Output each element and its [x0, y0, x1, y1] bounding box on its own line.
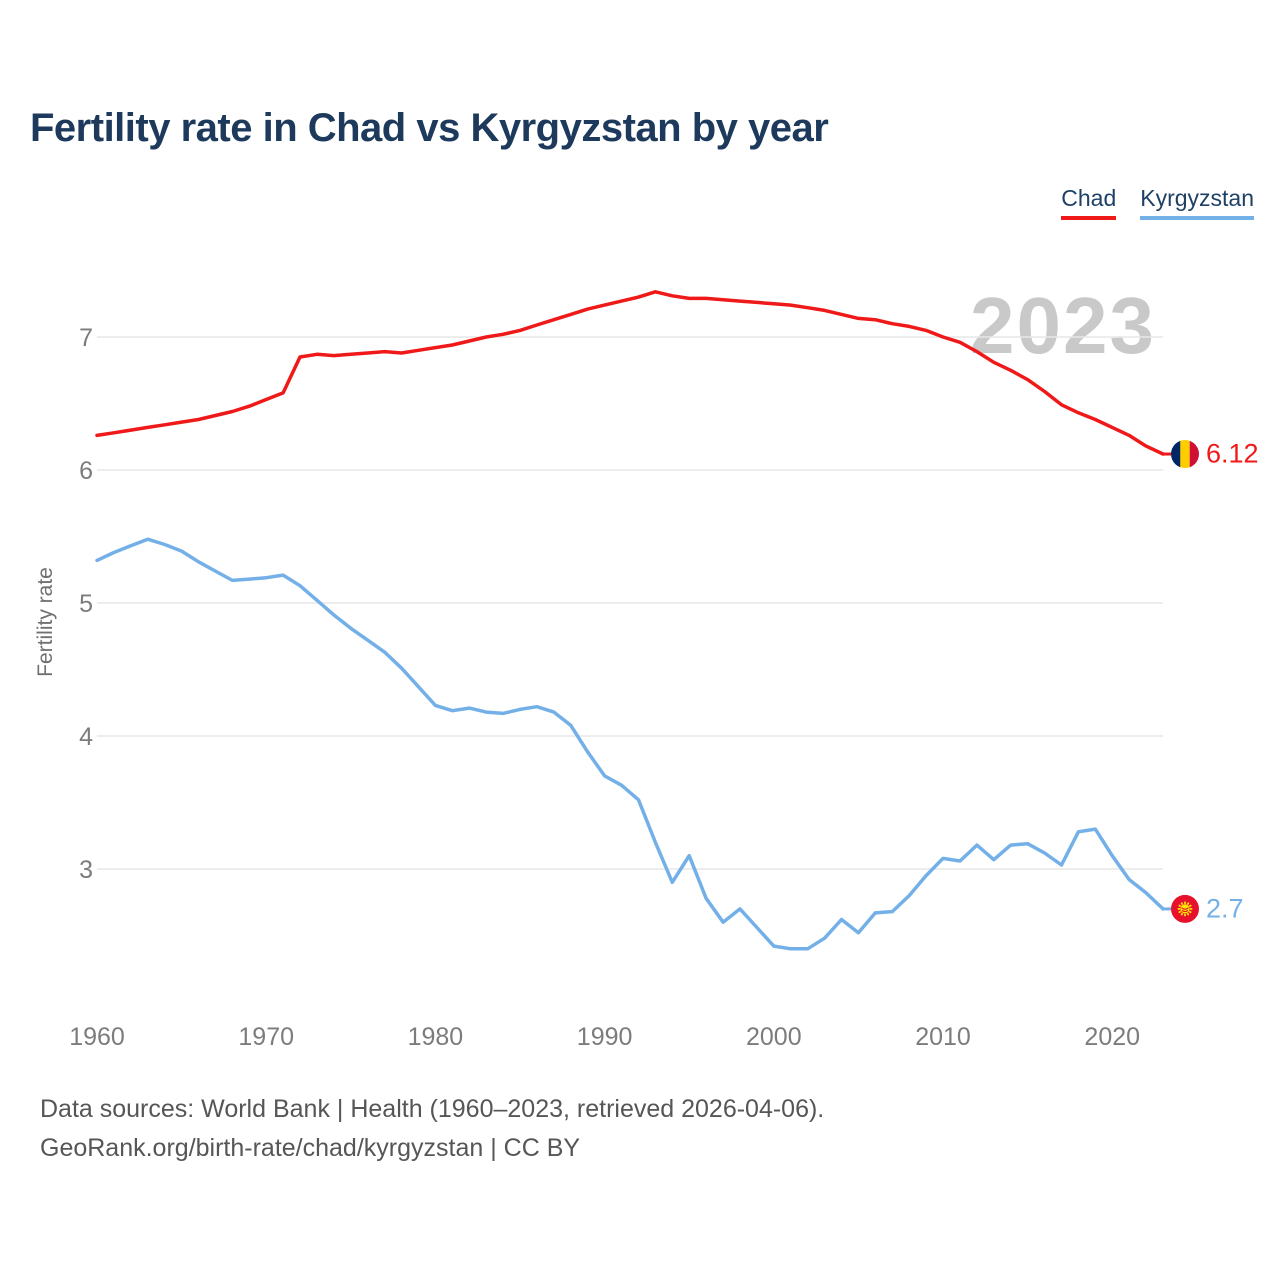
y-tick-label-4: 4 — [79, 723, 93, 751]
chad-flag-icon — [1171, 440, 1199, 469]
chad-end-value-label: 6.12 — [1206, 438, 1259, 469]
footer-data-sources: Data sources: World Bank | Health (1960–… — [40, 1095, 825, 1123]
x-tick-label-1980: 1980 — [408, 1023, 464, 1051]
legend-item-kyrgyzstan[interactable]: Kyrgyzstan — [1140, 185, 1254, 221]
x-tick-label-1970: 1970 — [238, 1023, 294, 1051]
page-title: Fertility rate in Chad vs Kyrgyzstan by … — [30, 106, 829, 150]
legend: Chad Kyrgyzstan — [1061, 185, 1254, 221]
legend-item-chad[interactable]: Chad — [1061, 185, 1117, 221]
watermark-year: 2023 — [970, 281, 1156, 370]
y-tick-label-3: 3 — [79, 856, 93, 884]
y-tick-label-5: 5 — [79, 590, 93, 618]
footer-attribution: Data sources: World Bank | Health (1960–… — [40, 1090, 824, 1168]
x-tick-label-1990: 1990 — [577, 1023, 633, 1051]
x-tick-label-1960: 1960 — [69, 1023, 125, 1051]
kyrgyzstan-flag-icon — [1171, 894, 1199, 923]
kyrgyzstan-end-value-label: 2.7 — [1206, 893, 1244, 924]
x-tick-label-2010: 2010 — [915, 1023, 971, 1051]
x-tick-label-2020: 2020 — [1084, 1023, 1140, 1051]
series-line-kyrgyzstan — [95, 537, 1165, 951]
series-line-chad — [95, 290, 1165, 456]
y-tick-label-6: 6 — [79, 457, 93, 485]
y-tick-label-7: 7 — [79, 324, 93, 352]
footer-source-url: GeoRank.org/birth-rate/chad/kyrgyzstan |… — [40, 1134, 581, 1162]
x-tick-label-2000: 2000 — [746, 1023, 802, 1051]
